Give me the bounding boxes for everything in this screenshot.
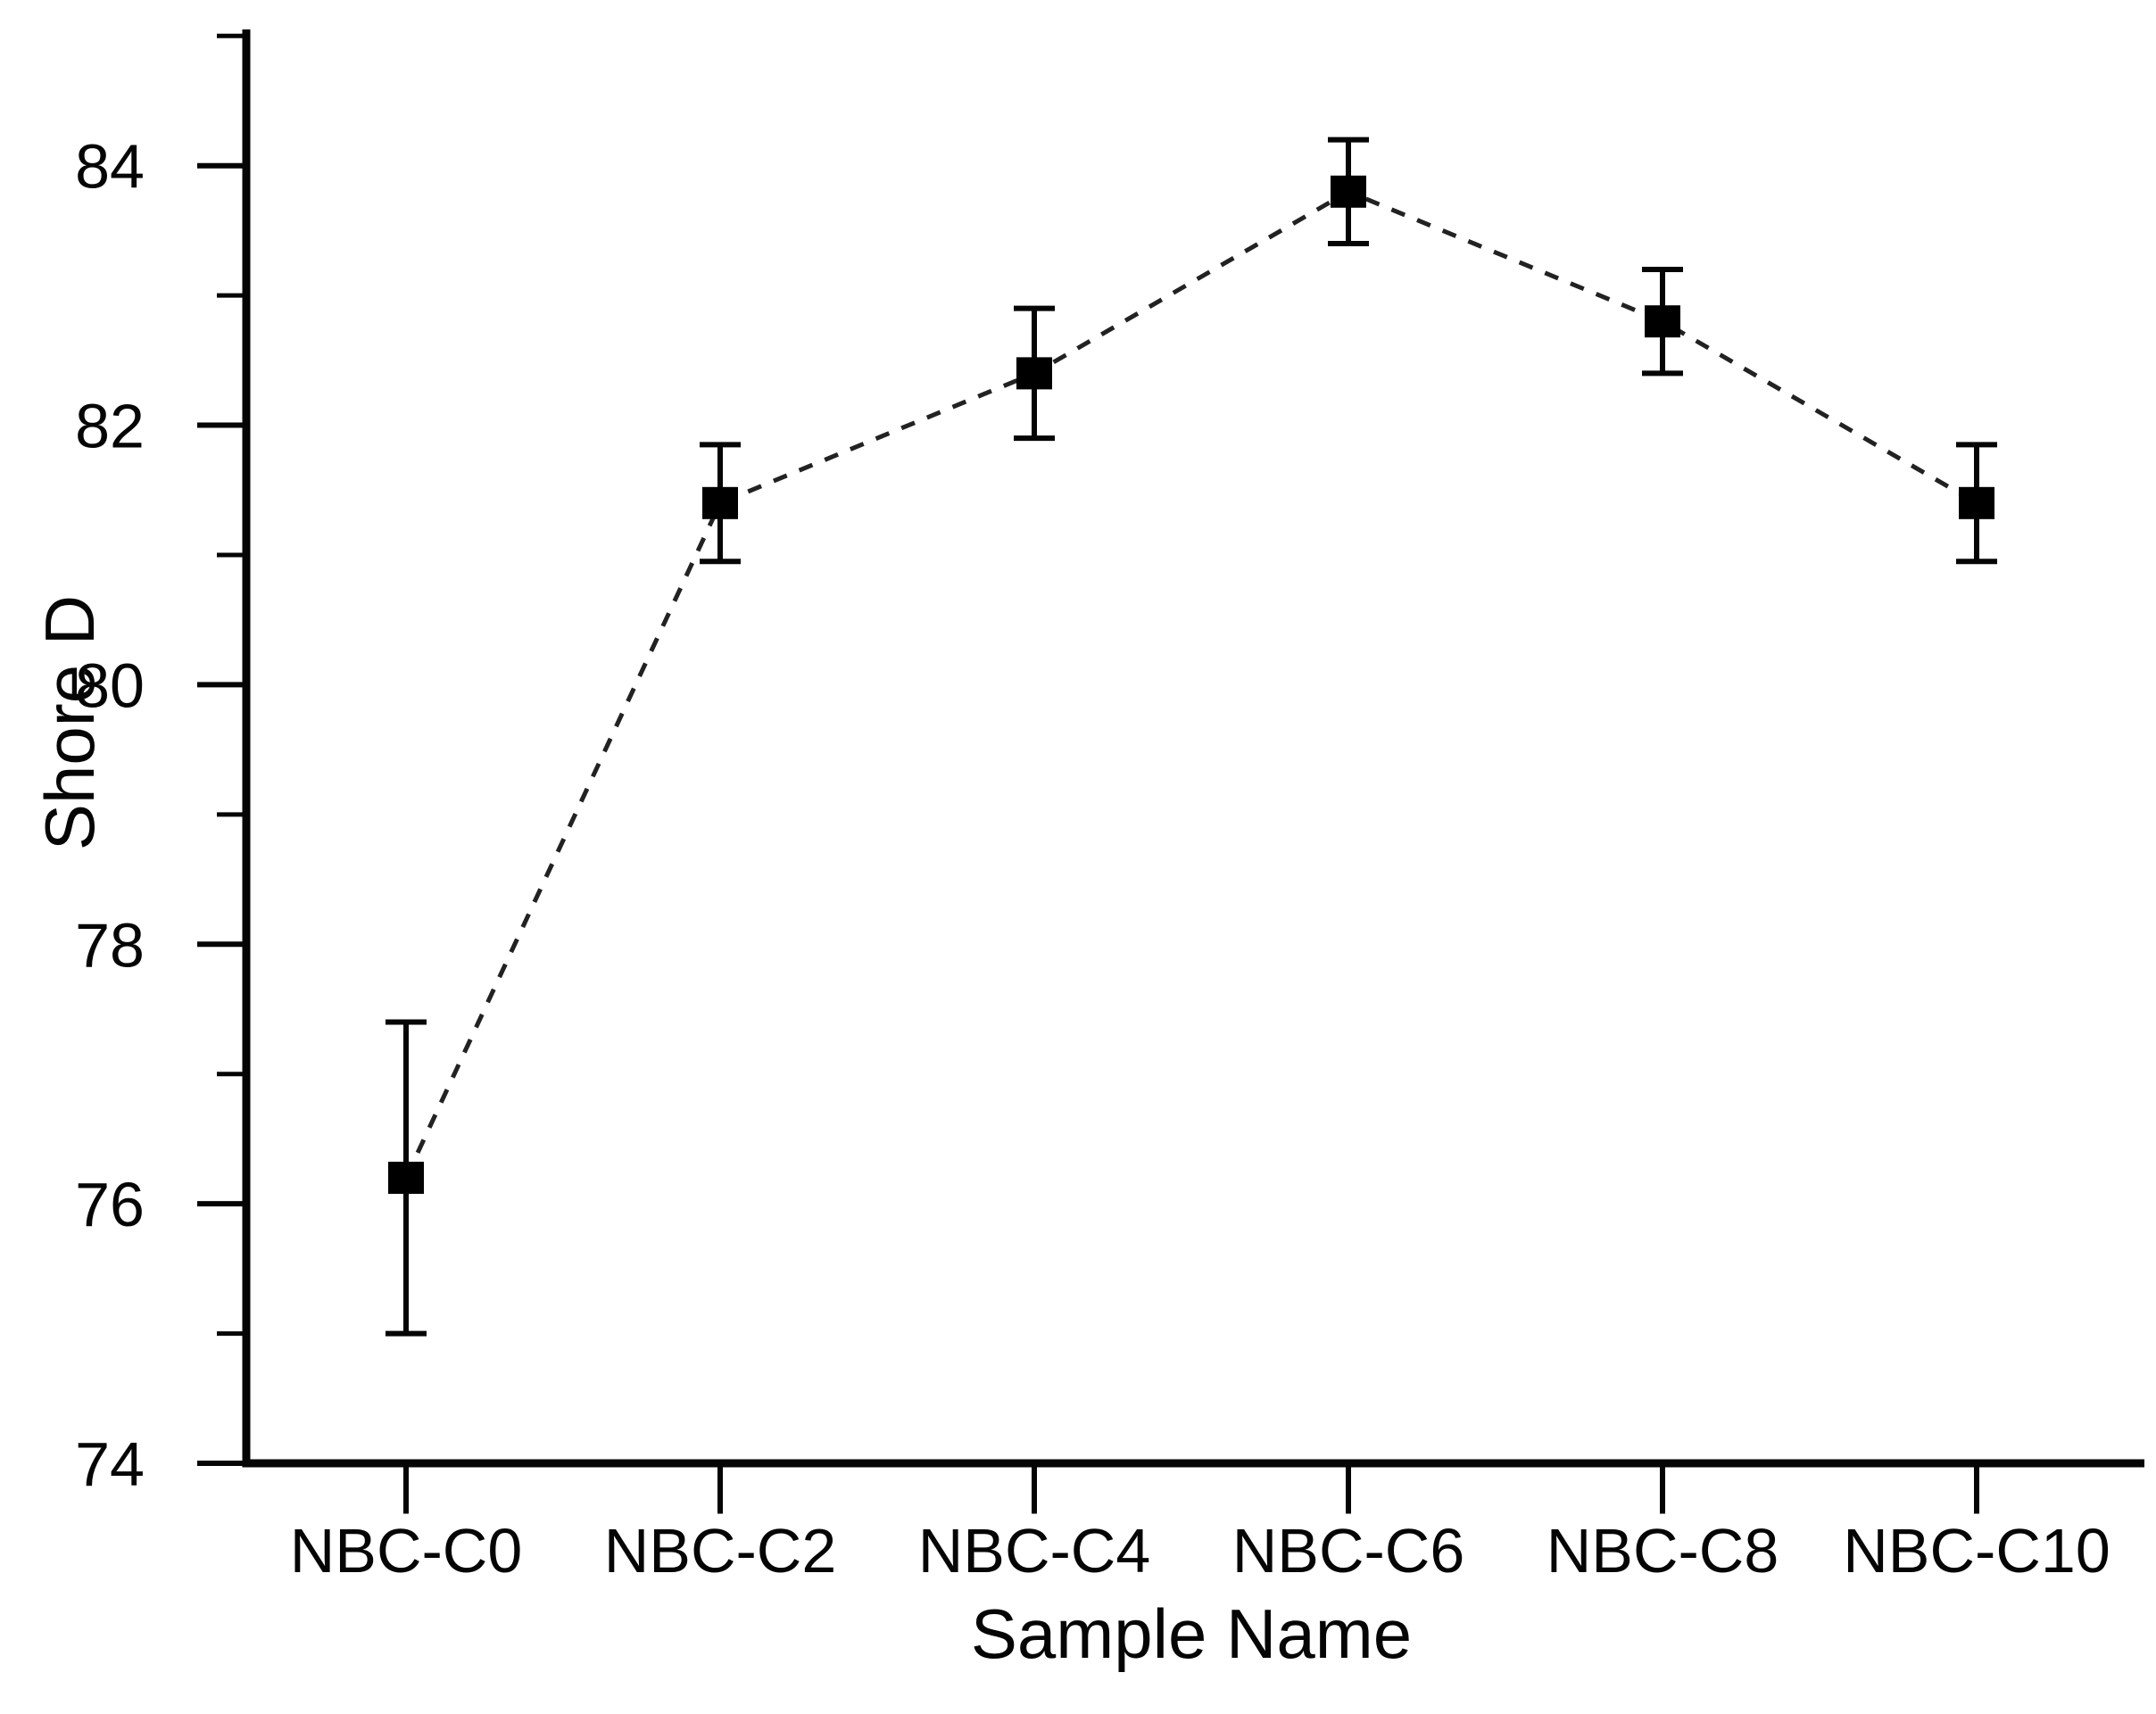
x-category-label: NBC-C8 — [1547, 1516, 1779, 1586]
data-point-marker — [388, 1162, 424, 1195]
x-category-label: NBC-C6 — [1232, 1516, 1465, 1586]
data-point-marker — [1331, 175, 1366, 208]
x-category-label: NBC-C10 — [1843, 1516, 2110, 1586]
x-category-label: NBC-C2 — [604, 1516, 837, 1586]
x-category-label: NBC-C0 — [290, 1516, 523, 1586]
data-point-marker — [1016, 357, 1052, 390]
y-tick-label: 78 — [75, 910, 145, 980]
x-axis-title: Sample Name — [971, 1594, 1412, 1673]
data-point-marker — [1645, 305, 1680, 338]
y-tick-label: 82 — [75, 392, 145, 461]
x-category-label: NBC-C4 — [918, 1516, 1151, 1586]
data-point-marker — [702, 486, 738, 519]
plot-area: 74 76 78 80 82 84 NBC-C0 NBC-C2 NBC-C4 NBC-C6 NBC-… — [75, 29, 2144, 1586]
y-axis-title: Shore D — [30, 595, 109, 850]
series-line — [403, 189, 1978, 1180]
y-tick-label: 84 — [75, 132, 145, 202]
y-tick-label: 74 — [75, 1429, 145, 1499]
y-tick-label: 76 — [75, 1170, 145, 1239]
y-tick-label: 80 — [75, 650, 145, 720]
data-point-marker — [1959, 486, 1994, 519]
